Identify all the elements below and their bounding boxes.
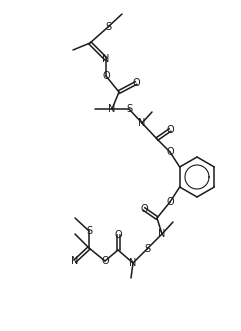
Text: S: S: [126, 104, 132, 114]
Text: O: O: [132, 78, 140, 88]
Text: N: N: [102, 54, 110, 64]
Text: N: N: [138, 118, 146, 128]
Text: N: N: [71, 256, 79, 266]
Text: S: S: [105, 22, 111, 32]
Text: O: O: [166, 197, 174, 207]
Text: O: O: [140, 204, 148, 214]
Text: O: O: [101, 256, 109, 266]
Text: O: O: [166, 125, 174, 135]
Text: S: S: [144, 244, 150, 254]
Text: O: O: [166, 147, 174, 157]
Text: S: S: [86, 226, 92, 236]
Text: N: N: [129, 258, 137, 268]
Text: N: N: [108, 104, 116, 114]
Text: O: O: [102, 71, 110, 81]
Text: O: O: [114, 230, 122, 240]
Text: N: N: [158, 229, 166, 239]
